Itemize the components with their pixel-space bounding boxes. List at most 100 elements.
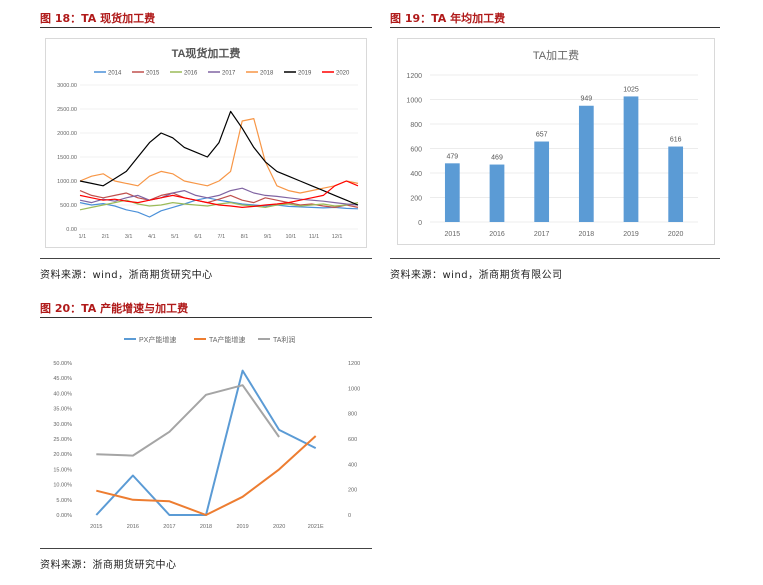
bar-2015 (444, 163, 460, 222)
fig18-y-tick: 1500.00 (57, 155, 77, 161)
fig18-x-tick: 12/1 (332, 234, 343, 240)
fig20-source: 资料来源：浙商期货研究中心 (40, 560, 177, 571)
bar-value-label: 616 (670, 137, 682, 144)
fig19-svg: TA加工费 0 200 400 600 800 1000 1200 479 2015 469 2016… (406, 49, 698, 238)
fig18-source: 资料来源：wind，浙商期货研究中心 (40, 270, 213, 281)
legend-label-2019: 2019 (298, 71, 312, 77)
legend-label-2020: 2020 (336, 71, 350, 77)
fig20-y-left-tick: 45.00% (53, 376, 72, 382)
fig20-y-right-tick: 200 (348, 488, 357, 494)
series-line-2014 (79, 197, 359, 218)
fig18-x-tick: 6/1 (194, 234, 202, 240)
series-line-2016 (79, 199, 359, 211)
fig19-x-tick: 2016 (489, 231, 505, 238)
fig19-chart-title: TA加工费 (533, 49, 579, 62)
fig19-chart: TA加工费 0 200 400 600 800 1000 1200 479 2015 469 2016… (397, 38, 715, 245)
fig18-svg: TA现货加工费 2014 2015 2016 2017 2018 2019 2020 0.00 5… (57, 46, 359, 240)
fig18-x-tick: 5/1 (171, 234, 179, 240)
fig20-y-left-tick: 40.00% (53, 391, 72, 397)
fig18-y-tick: 3000.00 (57, 83, 77, 89)
bar-2018 (578, 105, 594, 222)
fig20-x-tick: 2020 (273, 524, 285, 530)
series-line-2020 (79, 180, 359, 208)
fig20-y-right-tick: 400 (348, 462, 357, 468)
fig19-x-tick: 2020 (668, 231, 684, 238)
bar-value-label: 657 (536, 132, 548, 139)
fig20-y-right-tick: 1000 (348, 386, 360, 392)
fig20-y-left-tick: 20.00% (53, 452, 72, 458)
fig20-x-tick: 2019 (236, 524, 248, 530)
bar-value-label: 469 (491, 155, 503, 162)
series-line-2017 (79, 187, 359, 206)
legend-label-2: TA利润 (273, 335, 295, 344)
series-line-0 (95, 369, 317, 516)
fig18-x-tick: 9/1 (264, 234, 272, 240)
fig19-y-tick: 0 (418, 220, 422, 227)
bar-2016 (489, 164, 505, 222)
fig20-x-tick: 2018 (200, 524, 212, 530)
legend-label-2015: 2015 (146, 71, 160, 77)
fig18-top-rule (40, 27, 372, 28)
fig20-y-left-tick: 10.00% (53, 483, 72, 489)
fig18-x-tick: 7/1 (217, 234, 225, 240)
fig20-top-rule (40, 317, 372, 318)
fig20-x-tick: 2021E (308, 524, 324, 530)
legend-label-2016: 2016 (184, 71, 198, 77)
fig18-bottom-rule (40, 258, 372, 259)
fig19-title: 图 19：TA 年均加工费 (390, 12, 506, 25)
bar-2017 (534, 141, 550, 222)
fig18-y-tick: 500.00 (60, 203, 77, 209)
fig19-x-tick: 2019 (623, 231, 639, 238)
fig20-x-tick: 2016 (127, 524, 139, 530)
fig20-y-left-tick: 0.00% (56, 513, 72, 519)
fig20-svg: PX产能增速 TA产能增速 TA利润 0.00% 5.00% 10.00% 15.00% 20… (53, 335, 360, 530)
fig18-x-tick: 10/1 (285, 234, 296, 240)
fig20-y-right-tick: 600 (348, 437, 357, 443)
bar-value-label: 1025 (623, 86, 639, 93)
fig19-y-tick: 600 (410, 147, 422, 154)
legend-label-0: PX产能增速 (139, 335, 176, 344)
fig19-y-tick: 800 (410, 122, 422, 129)
series-line-2019 (79, 110, 359, 206)
fig18-y-tick: 1000.00 (57, 179, 77, 185)
fig20-y-left-tick: 5.00% (56, 498, 72, 504)
fig18-x-tick: 11/1 (309, 234, 319, 240)
fig18-title: 图 18：TA 现货加工费 (40, 12, 156, 25)
fig19-y-tick: 200 (410, 196, 422, 203)
fig18-y-tick: 2500.00 (57, 107, 77, 113)
fig20-y-left-tick: 35.00% (53, 407, 72, 413)
series-line-2 (96, 384, 280, 457)
fig19-top-rule (390, 27, 720, 28)
fig18-y-tick: 2000.00 (57, 131, 77, 137)
fig19-y-tick: 1000 (406, 98, 422, 105)
legend-label-2014: 2014 (108, 71, 122, 77)
legend-label-2018: 2018 (260, 71, 274, 77)
fig20-y-left-tick: 50.00% (53, 361, 72, 367)
bar-2019 (623, 96, 639, 222)
fig20-y-left-tick: 15.00% (53, 467, 72, 473)
series-line-2018 (79, 117, 359, 194)
bar-value-label: 479 (446, 153, 458, 160)
fig20-x-tick: 2017 (163, 524, 175, 530)
fig18-x-tick: 3/1 (125, 234, 133, 240)
fig20-y-right-tick: 1200 (348, 361, 360, 367)
fig18-y-tick: 0.00 (66, 227, 77, 233)
fig18-x-tick: 2/1 (102, 234, 110, 240)
series-line-2015 (79, 190, 359, 208)
fig20-y-left-tick: 30.00% (53, 422, 72, 428)
fig18-x-tick: 4/1 (148, 234, 156, 240)
legend-label-1: TA产能增速 (209, 335, 245, 344)
fig19-x-tick: 2017 (534, 231, 550, 238)
legend-label-2017: 2017 (222, 71, 236, 77)
fig19-y-tick: 1200 (406, 73, 422, 80)
fig20-y-right-tick: 0 (348, 513, 351, 519)
bar-value-label: 949 (580, 96, 592, 103)
series-line-1 (96, 435, 317, 516)
fig20-y-right-tick: 800 (348, 412, 357, 418)
fig19-bottom-rule (390, 258, 720, 259)
fig20-title: 图 20：TA 产能增速与加工费 (40, 302, 189, 315)
fig19-x-tick: 2015 (445, 231, 461, 238)
fig20-chart: PX产能增速 TA产能增速 TA利润 0.00% 5.00% 10.00% 15.00% 20… (45, 322, 367, 542)
fig18-x-tick: 8/1 (241, 234, 249, 240)
fig18-x-tick: 1/1 (78, 234, 86, 240)
